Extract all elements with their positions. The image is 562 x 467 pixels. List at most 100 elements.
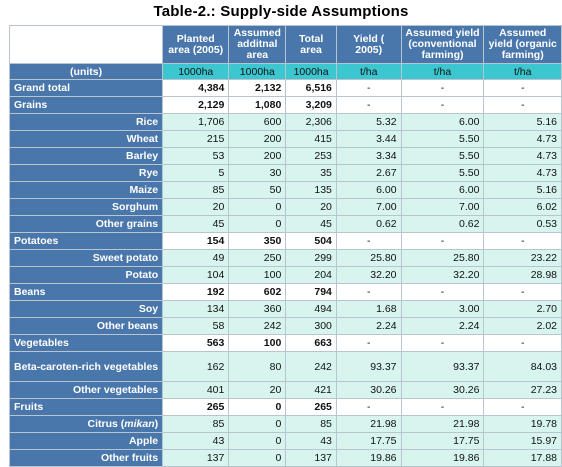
data-cell[interactable]: 2,306 [285,113,337,131]
data-cell[interactable]: - [400,398,485,416]
data-cell[interactable]: 600 [228,113,287,131]
unit-cell[interactable]: t/ha [400,63,485,80]
data-cell[interactable]: - [335,334,402,352]
data-cell[interactable]: - [335,96,402,114]
data-cell[interactable]: 84.03 [483,351,562,382]
data-cell[interactable]: 0.53 [483,215,562,233]
data-cell[interactable]: 4.73 [483,130,562,148]
data-cell[interactable]: 192 [162,283,230,301]
data-cell[interactable]: 5.50 [400,147,485,165]
data-cell[interactable]: 0.62 [335,215,402,233]
data-cell[interactable]: 0.62 [400,215,485,233]
data-cell[interactable]: - [400,96,485,114]
column-header[interactable]: Assumed yield (organic farming) [483,25,562,64]
data-cell[interactable]: 265 [285,398,337,416]
data-cell[interactable]: 3.34 [335,147,402,165]
column-header[interactable]: Assumed yield (conventional farming) [400,25,485,64]
data-cell[interactable]: 215 [162,130,230,148]
data-cell[interactable]: 204 [285,266,337,284]
data-cell[interactable]: 6.00 [400,113,485,131]
data-cell[interactable]: 2.02 [483,317,562,335]
column-header[interactable]: Yield ( 2005) [335,25,402,64]
row-label[interactable]: Fruits [8,398,164,416]
row-label[interactable]: Apple [8,432,164,450]
data-cell[interactable]: 3.44 [335,130,402,148]
data-cell[interactable]: 17.75 [400,432,485,450]
data-cell[interactable]: 1,706 [162,113,230,131]
row-label[interactable]: Other fruits [8,449,164,467]
data-cell[interactable]: 300 [285,317,337,335]
row-label[interactable]: Other grains [8,215,164,233]
data-cell[interactable]: 17.88 [483,449,562,467]
row-label[interactable]: Citrus (mikan) [8,415,164,433]
data-cell[interactable]: - [335,398,402,416]
data-cell[interactable]: 162 [162,351,230,382]
data-cell[interactable]: 5.32 [335,113,402,131]
data-cell[interactable]: 242 [228,317,287,335]
data-cell[interactable]: 3,209 [285,96,337,114]
unit-cell[interactable]: 1000ha [228,63,287,80]
data-cell[interactable]: 30 [228,164,287,182]
row-label[interactable]: Rice [8,113,164,131]
data-cell[interactable]: 350 [228,232,287,250]
data-cell[interactable]: 25.80 [400,249,485,267]
data-cell[interactable]: 135 [285,181,337,199]
data-cell[interactable]: 4.73 [483,164,562,182]
data-cell[interactable]: 20 [285,198,337,216]
data-cell[interactable]: 30.26 [335,381,402,399]
data-cell[interactable]: 0 [228,215,287,233]
data-cell[interactable]: 49 [162,249,230,267]
data-cell[interactable]: 137 [162,449,230,467]
row-label[interactable]: Wheat [8,130,164,148]
data-cell[interactable]: 100 [228,266,287,284]
data-cell[interactable]: 5.50 [400,164,485,182]
data-cell[interactable]: 5.50 [400,130,485,148]
data-cell[interactable]: 6,516 [285,79,337,97]
row-label[interactable]: Potatoes [8,232,164,250]
data-cell[interactable]: 100 [228,334,287,352]
data-cell[interactable]: 43 [285,432,337,450]
data-cell[interactable]: - [400,334,485,352]
data-cell[interactable]: 6.00 [400,181,485,199]
data-cell[interactable]: 200 [228,130,287,148]
data-cell[interactable]: 421 [285,381,337,399]
data-cell[interactable]: 4,384 [162,79,230,97]
data-cell[interactable]: 28.98 [483,266,562,284]
data-cell[interactable]: 360 [228,300,287,318]
data-cell[interactable]: 58 [162,317,230,335]
data-cell[interactable]: 35 [285,164,337,182]
row-label[interactable]: Other beans [8,317,164,335]
data-cell[interactable]: 253 [285,147,337,165]
data-cell[interactable]: 2.24 [335,317,402,335]
data-cell[interactable]: 2.70 [483,300,562,318]
data-cell[interactable]: 30.26 [400,381,485,399]
data-cell[interactable]: 494 [285,300,337,318]
data-cell[interactable]: 504 [285,232,337,250]
data-cell[interactable]: 1,080 [228,96,287,114]
data-cell[interactable]: - [483,334,562,352]
data-cell[interactable]: 19.86 [335,449,402,467]
row-label[interactable]: Potato [8,266,164,284]
data-cell[interactable]: - [483,79,562,97]
row-label[interactable]: Sweet potato [8,249,164,267]
data-cell[interactable]: 415 [285,130,337,148]
row-label[interactable]: Maize [8,181,164,199]
row-label[interactable]: Beta-caroten-rich vegetables [8,351,164,382]
row-label[interactable]: Beans [8,283,164,301]
data-cell[interactable]: 1.68 [335,300,402,318]
data-cell[interactable]: 45 [285,215,337,233]
data-cell[interactable]: 0 [228,415,287,433]
row-label[interactable]: Grains [8,96,164,114]
data-cell[interactable]: 2.24 [400,317,485,335]
data-cell[interactable]: - [483,398,562,416]
data-cell[interactable]: 0 [228,449,287,467]
data-cell[interactable]: 154 [162,232,230,250]
row-label[interactable]: Grand total [8,79,164,97]
data-cell[interactable]: 6.02 [483,198,562,216]
data-cell[interactable]: 104 [162,266,230,284]
data-cell[interactable]: 0 [228,398,287,416]
data-cell[interactable]: 200 [228,147,287,165]
data-cell[interactable]: 5.16 [483,181,562,199]
data-cell[interactable]: 602 [228,283,287,301]
data-cell[interactable]: - [335,79,402,97]
